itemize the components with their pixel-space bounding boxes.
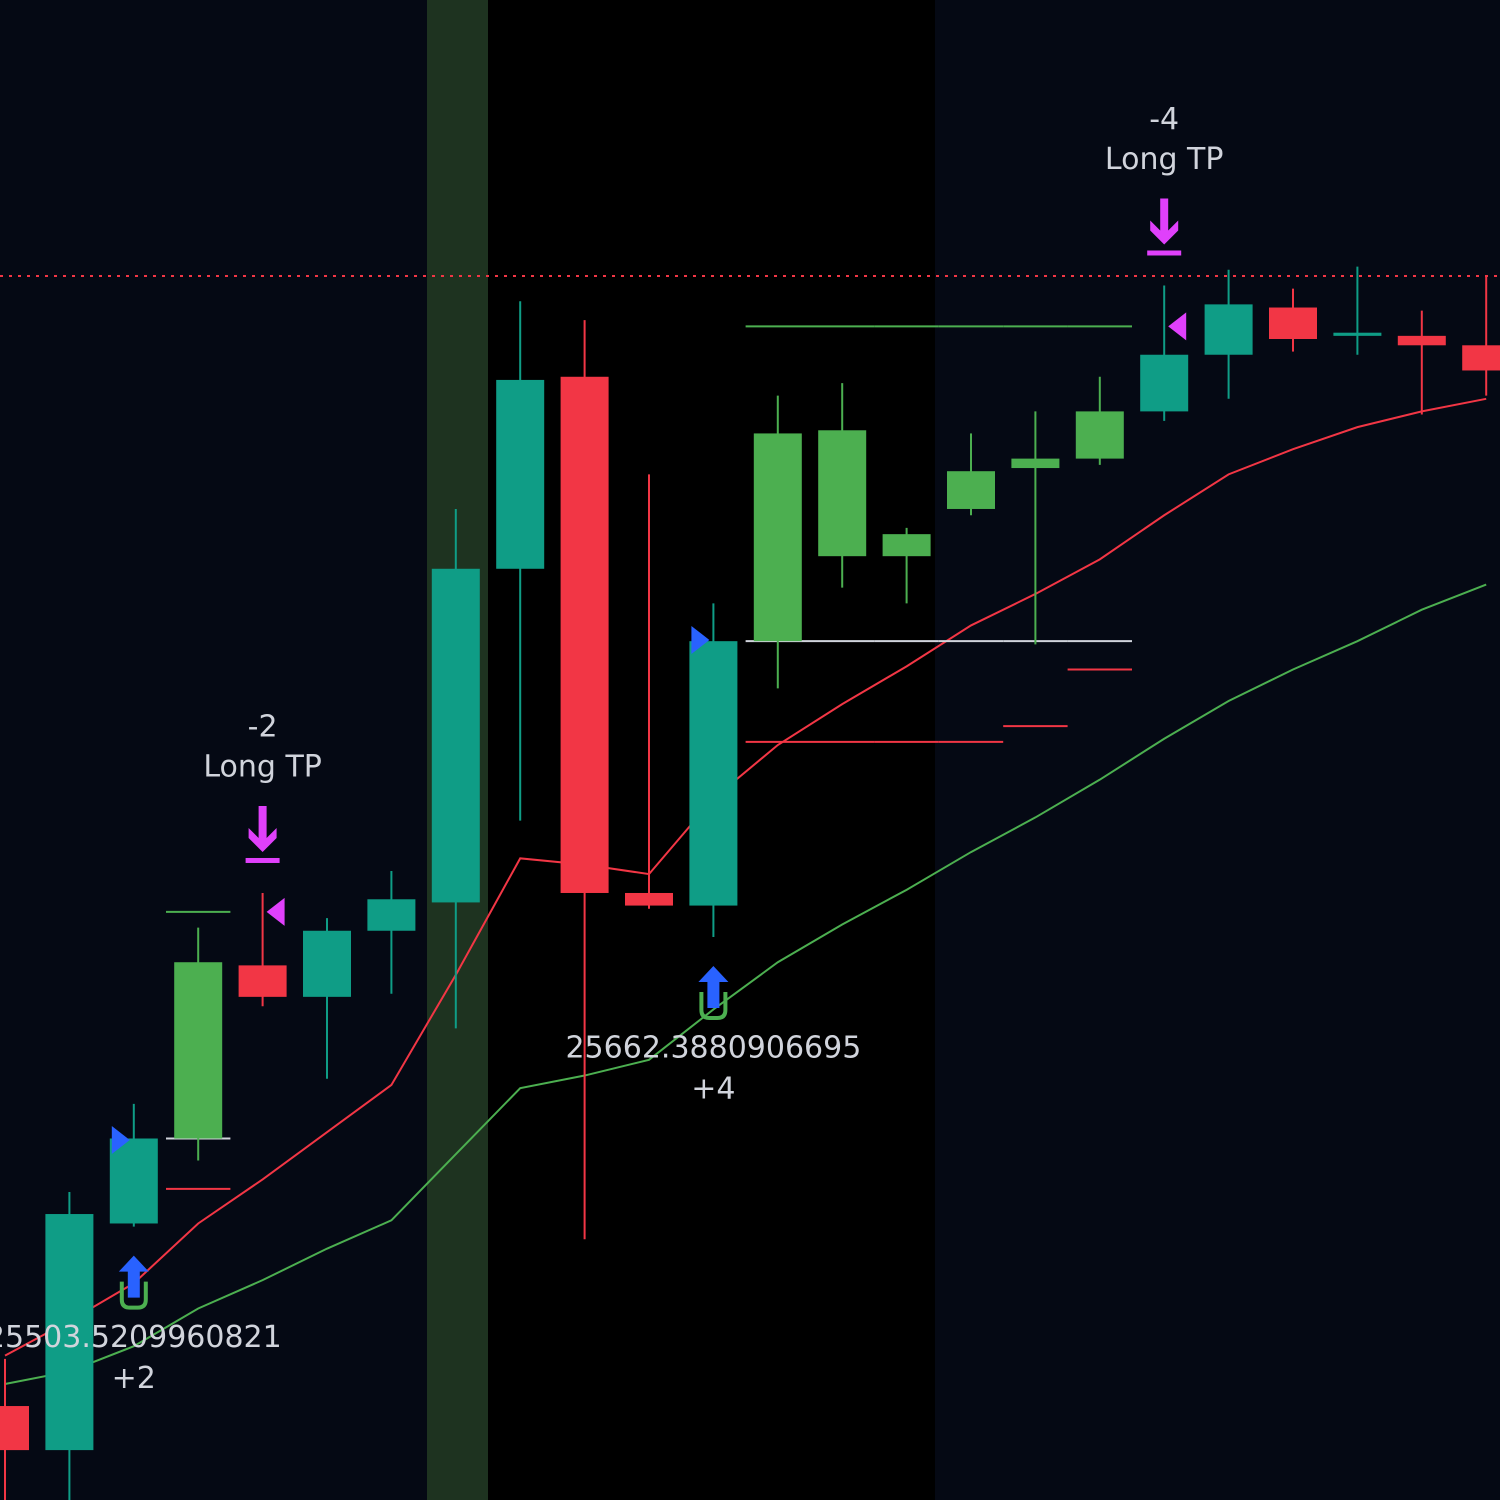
entry-arrow bbox=[698, 966, 729, 1009]
candle-body bbox=[1397, 335, 1446, 346]
moving-average bbox=[4, 583, 1487, 1385]
candle-body bbox=[496, 379, 545, 569]
exit-label: Long TP bbox=[1105, 142, 1224, 177]
candle-body bbox=[1075, 411, 1124, 459]
entry-qty-label: +4 bbox=[691, 1072, 735, 1107]
candle-body bbox=[1140, 354, 1189, 412]
exit-qty-label: -2 bbox=[248, 709, 278, 744]
candle-body bbox=[1269, 307, 1317, 339]
candle-body bbox=[753, 433, 802, 642]
candle-body bbox=[560, 376, 609, 893]
exit-label: Long TP bbox=[203, 749, 322, 784]
candle-body bbox=[1333, 332, 1382, 336]
moving-average bbox=[4, 397, 1487, 1357]
candle-body bbox=[947, 471, 995, 509]
entry-icon-u bbox=[119, 1281, 148, 1310]
exit-arrow bbox=[248, 805, 277, 852]
candle-body bbox=[1011, 458, 1060, 469]
candle-body bbox=[45, 1214, 94, 1451]
candle-body bbox=[818, 430, 867, 557]
candle-body bbox=[1462, 345, 1500, 371]
exit-qty-label: -4 bbox=[1149, 102, 1179, 137]
candle-body bbox=[431, 568, 480, 903]
exit-marker bbox=[266, 897, 285, 926]
candle-body bbox=[0, 1406, 29, 1451]
candle-body bbox=[689, 641, 738, 906]
entry-marker bbox=[691, 625, 710, 654]
candle-body bbox=[303, 930, 351, 997]
candle-body bbox=[238, 965, 287, 997]
exit-marker bbox=[1168, 312, 1187, 341]
entry-price-label: 25503.5209960821 bbox=[0, 1320, 282, 1355]
candle-body bbox=[367, 899, 416, 931]
entry-icon-u bbox=[699, 992, 728, 1021]
entry-qty-label: +2 bbox=[112, 1361, 156, 1396]
entry-price-label: 25662.3880906695 bbox=[565, 1031, 861, 1066]
entry-arrow bbox=[118, 1255, 149, 1298]
exit-bar bbox=[1147, 250, 1182, 256]
exit-bar bbox=[245, 857, 280, 863]
candle-body bbox=[882, 534, 931, 557]
candle-body bbox=[174, 962, 223, 1139]
entry-marker bbox=[111, 1126, 130, 1155]
candle-body bbox=[109, 1138, 158, 1224]
candle-body bbox=[625, 892, 673, 906]
exit-arrow bbox=[1150, 198, 1179, 245]
candle-body bbox=[1204, 304, 1253, 355]
